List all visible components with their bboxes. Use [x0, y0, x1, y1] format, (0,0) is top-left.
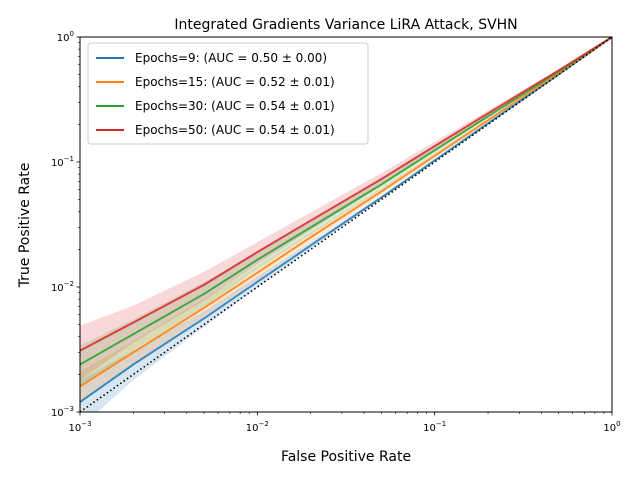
series-lines — [80, 37, 612, 403]
confidence-band-1 — [80, 37, 612, 412]
legend-label-3: Epochs=30: (AUC = 0.54 ± 0.01) — [135, 99, 335, 113]
chance-line — [79, 36, 613, 413]
x-tick-label: 10−1 — [423, 420, 446, 434]
legend-label-1: Epochs=9: (AUC = 0.50 ± 0.00) — [135, 51, 327, 65]
confidence-band-4 — [80, 37, 612, 381]
y-tick-label: 10−1 — [51, 155, 74, 169]
confidence-band-3 — [80, 37, 612, 387]
series-line-1 — [80, 37, 612, 403]
x-tick-label: 100 — [603, 420, 620, 434]
reference-diagonal — [79, 36, 613, 413]
x-tick-label: 10−2 — [246, 420, 269, 434]
legend-label-2: Epochs=15: (AUC = 0.52 ± 0.01) — [135, 75, 335, 89]
x-tick-label: 10−3 — [68, 420, 91, 434]
plot-frame — [79, 36, 613, 413]
y-tick-label: 10−3 — [51, 405, 74, 419]
legend-box — [87, 42, 369, 145]
axes: 10−3 10−2 10−1 100 10−3 10−2 10−1 100 — [51, 30, 621, 434]
series-line-2 — [80, 37, 612, 388]
y-axis-label: True Positive Rate — [17, 163, 33, 289]
chart-title: Integrated Gradients Variance LiRA Attac… — [174, 17, 517, 33]
y-tick-label: 10−2 — [51, 280, 74, 294]
x-axis-label: False Positive Rate — [281, 449, 411, 465]
legend-label-4: Epochs=50: (AUC = 0.54 ± 0.01) — [135, 123, 335, 137]
legend: Epochs=9: (AUC = 0.50 ± 0.00) Epochs=15: … — [87, 42, 369, 145]
y-tick-label: 100 — [57, 30, 74, 44]
series-line-4 — [80, 37, 612, 352]
series-line-3 — [80, 37, 612, 366]
